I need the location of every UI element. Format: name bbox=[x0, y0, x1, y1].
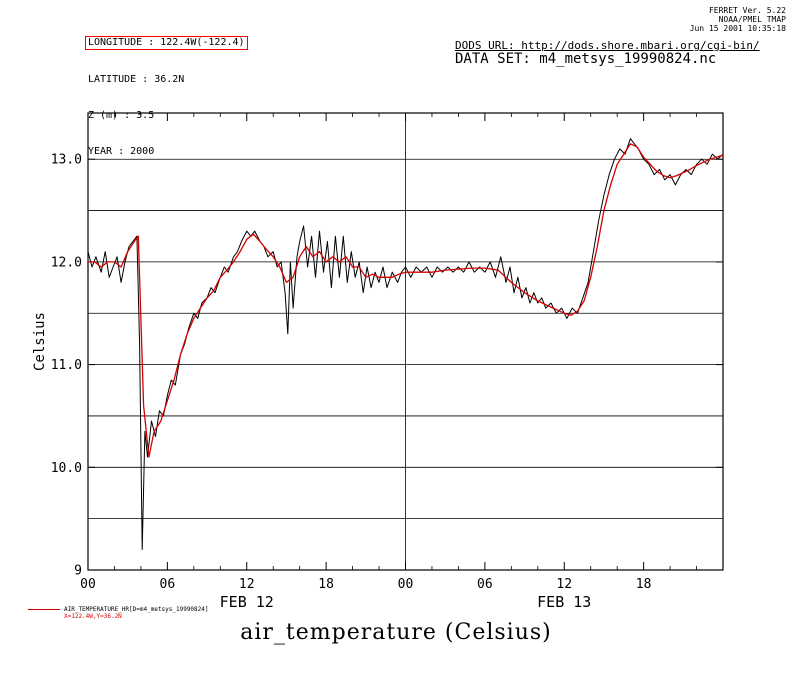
ferret-org: NOAA/PMEL TMAP bbox=[718, 15, 786, 24]
x-tick-label: 00 bbox=[80, 577, 96, 592]
series-line-air_temperature_hr-hourly bbox=[87, 138, 724, 550]
chart-legend: AIR_TEMPERATURE_HR[D=m4_metsys_19990824]… bbox=[28, 606, 209, 620]
x-tick-label: 00 bbox=[398, 577, 414, 592]
dataset-label: DATA SET: m4_metsys_19990824.nc bbox=[455, 51, 717, 67]
legend-row: AIR_TEMPERATURE_HR[D=m4_metsys_19990824] bbox=[28, 606, 209, 613]
y-tick-label: 9 bbox=[74, 564, 82, 579]
legend-line-sample bbox=[28, 609, 60, 610]
series-line-smoothed bbox=[88, 143, 724, 458]
x-tick-label: 18 bbox=[636, 577, 652, 592]
plot-title: air_temperature (Celsius) bbox=[240, 620, 552, 645]
x-tick-label: 06 bbox=[477, 577, 493, 592]
year-label: YEAR : 2000 bbox=[88, 146, 155, 157]
x-tick-label: 12 bbox=[239, 577, 255, 592]
x-tick-label: 06 bbox=[160, 577, 176, 592]
x-tick-label: 12 bbox=[556, 577, 572, 592]
metadata-block: LONGITUDE : 122.4W(-122.4) LATITUDE : 36… bbox=[85, 12, 248, 182]
legend-position-label: X=122.4W,Y=36.2N bbox=[64, 613, 122, 620]
ferret-version-block: FERRET Ver. 5.22 NOAA/PMEL TMAP Jun 15 2… bbox=[690, 6, 786, 33]
depth-label: Z (m) : 3.5 bbox=[88, 110, 155, 121]
latitude-label: LATITUDE : 36.2N bbox=[88, 74, 185, 85]
day-label: FEB 12 bbox=[220, 593, 274, 611]
y-tick-label: 10.0 bbox=[51, 461, 82, 476]
ferret-version: FERRET Ver. 5.22 bbox=[708, 6, 786, 15]
y-tick-label: 12.0 bbox=[51, 255, 82, 270]
y-tick-label: 13.0 bbox=[51, 153, 82, 168]
legend-variable-label: AIR_TEMPERATURE_HR[D=m4_metsys_19990824] bbox=[64, 606, 209, 613]
longitude-label: LONGITUDE : 122.4W(-122.4) bbox=[85, 36, 248, 50]
ferret-timestamp: Jun 15 2001 10:35:18 bbox=[689, 24, 786, 33]
day-label: FEB 13 bbox=[537, 593, 591, 611]
y-tick-label: 11.0 bbox=[51, 358, 82, 373]
x-tick-label: 18 bbox=[318, 577, 334, 592]
longitude-row: LONGITUDE : 122.4W(-122.4) bbox=[85, 36, 248, 50]
dods-url-link[interactable]: DODS URL: http://dods.shore.mbari.org/cg… bbox=[455, 39, 760, 52]
y-axis-label: Celsius bbox=[32, 312, 48, 371]
